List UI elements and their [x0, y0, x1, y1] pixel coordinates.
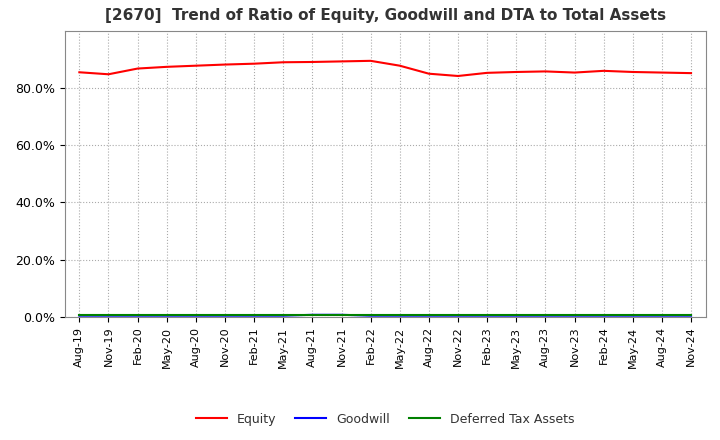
Goodwill	[687, 313, 696, 318]
Goodwill	[250, 313, 258, 318]
Deferred Tax Assets	[541, 312, 550, 317]
Goodwill	[366, 313, 375, 318]
Deferred Tax Assets	[454, 312, 462, 317]
Goodwill	[192, 313, 200, 318]
Deferred Tax Assets	[75, 312, 84, 317]
Equity	[75, 70, 84, 75]
Equity	[687, 70, 696, 76]
Equity	[395, 63, 404, 68]
Deferred Tax Assets	[308, 312, 317, 317]
Goodwill	[337, 312, 346, 317]
Deferred Tax Assets	[629, 312, 637, 317]
Equity	[220, 62, 229, 67]
Goodwill	[308, 312, 317, 317]
Deferred Tax Assets	[512, 312, 521, 317]
Goodwill	[75, 313, 84, 318]
Deferred Tax Assets	[687, 312, 696, 317]
Equity	[250, 61, 258, 66]
Goodwill	[395, 313, 404, 318]
Goodwill	[657, 313, 666, 318]
Equity	[279, 59, 287, 65]
Equity	[454, 73, 462, 79]
Equity	[163, 64, 171, 70]
Equity	[133, 66, 142, 71]
Goodwill	[279, 313, 287, 318]
Title: [2670]  Trend of Ratio of Equity, Goodwill and DTA to Total Assets: [2670] Trend of Ratio of Equity, Goodwil…	[104, 7, 666, 23]
Deferred Tax Assets	[366, 312, 375, 317]
Equity	[192, 63, 200, 68]
Deferred Tax Assets	[250, 312, 258, 317]
Deferred Tax Assets	[133, 312, 142, 317]
Equity	[629, 70, 637, 75]
Equity	[104, 72, 113, 77]
Deferred Tax Assets	[395, 312, 404, 317]
Deferred Tax Assets	[279, 312, 287, 317]
Deferred Tax Assets	[599, 312, 608, 317]
Goodwill	[163, 313, 171, 318]
Deferred Tax Assets	[163, 312, 171, 317]
Goodwill	[483, 313, 492, 318]
Goodwill	[425, 313, 433, 318]
Equity	[483, 70, 492, 76]
Equity	[541, 69, 550, 74]
Goodwill	[512, 313, 521, 318]
Equity	[657, 70, 666, 75]
Goodwill	[599, 313, 608, 318]
Equity	[366, 58, 375, 63]
Goodwill	[220, 313, 229, 318]
Goodwill	[629, 313, 637, 318]
Legend: Equity, Goodwill, Deferred Tax Assets: Equity, Goodwill, Deferred Tax Assets	[191, 408, 580, 431]
Deferred Tax Assets	[192, 312, 200, 317]
Equity	[570, 70, 579, 75]
Goodwill	[570, 313, 579, 318]
Deferred Tax Assets	[337, 312, 346, 317]
Goodwill	[104, 313, 113, 318]
Deferred Tax Assets	[220, 312, 229, 317]
Goodwill	[454, 313, 462, 318]
Deferred Tax Assets	[483, 312, 492, 317]
Deferred Tax Assets	[570, 312, 579, 317]
Goodwill	[541, 313, 550, 318]
Equity	[512, 70, 521, 75]
Goodwill	[133, 313, 142, 318]
Equity	[425, 71, 433, 76]
Deferred Tax Assets	[104, 312, 113, 317]
Equity	[308, 59, 317, 65]
Line: Equity: Equity	[79, 61, 691, 76]
Equity	[599, 68, 608, 73]
Deferred Tax Assets	[657, 312, 666, 317]
Deferred Tax Assets	[425, 312, 433, 317]
Equity	[337, 59, 346, 64]
